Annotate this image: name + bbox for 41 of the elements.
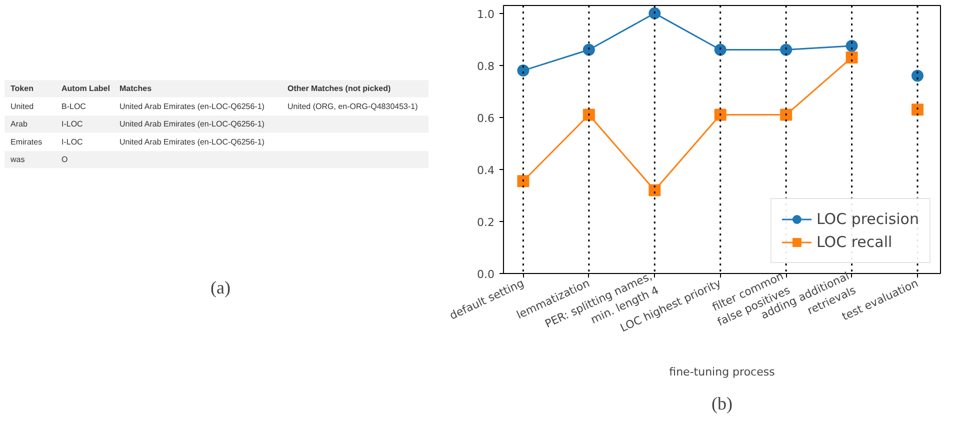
text: (b) <box>712 394 733 414</box>
x-axis-title: fine-tuning process <box>669 366 776 379</box>
category-label: Matches <box>120 84 152 94</box>
point <box>912 104 924 116</box>
text: I-LOC <box>62 137 83 146</box>
point <box>648 184 661 196</box>
point <box>714 108 726 121</box>
point <box>912 70 924 82</box>
point <box>714 44 726 56</box>
point <box>582 44 595 56</box>
y-tick-label: 0.2 <box>477 216 495 229</box>
text: United (ORG, en-ORG-Q4830453-1) <box>288 102 418 111</box>
text: was <box>10 155 25 164</box>
point <box>582 108 595 121</box>
y-tick-label: 0.0 <box>477 268 495 281</box>
point <box>517 64 530 77</box>
text: United Arab Emirates (en-LOC-Q6256-1) <box>120 102 264 111</box>
point <box>846 40 858 52</box>
legend-label: LOC precision <box>816 210 919 228</box>
category-label: Token <box>10 84 34 94</box>
text: O <box>62 155 68 164</box>
point <box>780 44 792 56</box>
text: United <box>10 102 34 111</box>
text: Arab <box>10 120 28 129</box>
point <box>780 108 792 121</box>
point <box>846 52 858 64</box>
y-tick-label: 1.0 <box>477 8 495 21</box>
text: Emirates <box>10 137 42 146</box>
y-tick-label: 0.6 <box>477 112 495 125</box>
point <box>648 7 661 20</box>
category-label: Other Matches (not picked) <box>288 84 391 94</box>
point <box>517 175 530 188</box>
text: (a) <box>210 278 230 298</box>
text: United Arab Emirates (en-LOC-Q6256-1) <box>120 137 264 146</box>
text: United Arab Emirates (en-LOC-Q6256-1) <box>120 120 264 129</box>
y-tick-label: 0.4 <box>477 164 495 177</box>
text: I-LOC <box>62 120 83 129</box>
category-label: Autom Label <box>62 84 110 94</box>
y-tick-label: 0.8 <box>477 60 495 73</box>
legend-label: LOC recall <box>816 233 892 251</box>
text: B-LOC <box>62 102 86 111</box>
